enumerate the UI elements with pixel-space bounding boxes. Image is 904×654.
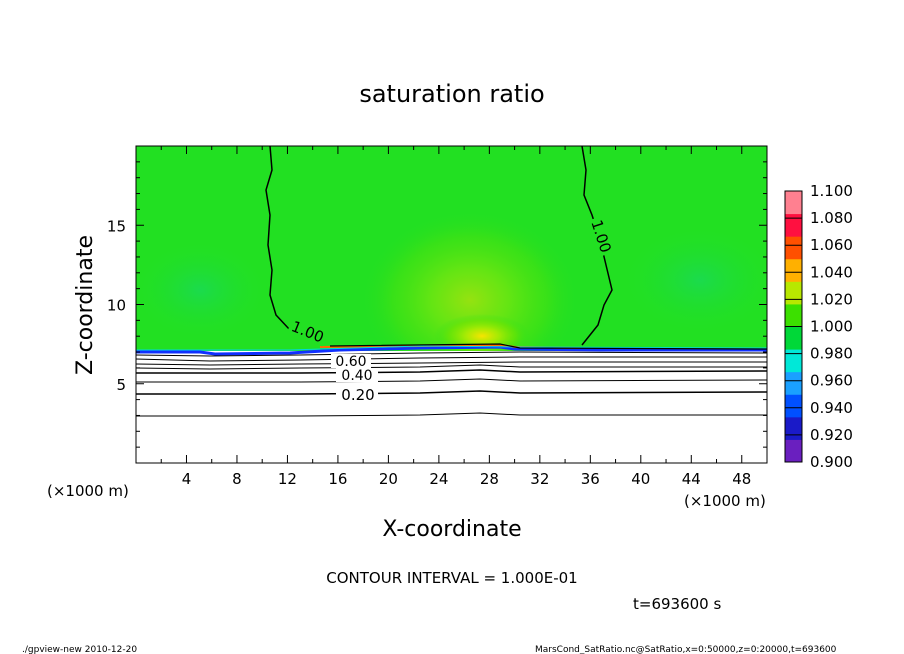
contour-near-surface [329,343,767,350]
colorbar-segment-6 [785,303,802,327]
x-tick-label-3: 16 [328,470,347,488]
colorbar-label-7: 1.040 [810,263,853,281]
colorbar: 0.900 0.920 0.940 0.960 0.980 1.000 1.020 1.040… [784,182,853,471]
contour-label-bg-5 [336,387,378,402]
colorbar-segment-2 [785,394,802,418]
x-tick-label-10: 44 [682,470,701,488]
colorbar-label-2: 0.940 [810,399,853,417]
colorbar-label-10: 1.100 [810,182,853,200]
colorbar-label-9: 1.080 [810,209,853,227]
colorbar-segment-3 [785,371,802,395]
x-unit-right: (×1000 m) [684,492,766,510]
y-tick-label-0: 5 [116,376,126,394]
y-axis-label: Z-coordinate [73,235,98,375]
footer-right: MarsCond_SatRatio.nc@SatRatio,x=0:50000,… [535,645,837,654]
chart-title: saturation ratio [359,80,544,108]
footer-left: ./gpview-new 2010-12-20 [22,645,137,654]
contour-label-4: 0.40 [341,368,372,384]
colorbar-label-6: 1.020 [810,290,853,308]
colorbar-label-4: 0.980 [810,345,853,363]
contour-label-5: 0.20 [341,386,374,404]
inversion-boundary-cyan [136,345,767,351]
x-tick-label-4: 20 [379,470,398,488]
contour-label-bg-4 [336,368,378,382]
contour-label-3: 0.60 [335,354,366,370]
x-axis-label: X-coordinate [382,517,521,542]
x-tick-label-0: 4 [182,470,192,488]
x-tick-label-11: 48 [732,470,751,488]
contour-label-bg-2 [587,215,616,257]
colorbar-label-1: 0.920 [810,426,853,444]
contour-0.2 [136,412,767,417]
colorbar-segment-5 [785,326,802,350]
contour-0.4 [136,378,767,383]
contour-0.6 [136,364,767,370]
plot-area: 1.00 1.00 0.60 0.40 0.20 [136,146,767,463]
y-axis: 5 10 15 [107,161,767,448]
dry-region [136,351,767,463]
colorbar-segment-4 [785,349,802,373]
x-tick-label-9: 40 [631,470,650,488]
x-tick-label-2: 12 [278,470,297,488]
colorbar-segment-7 [785,281,802,305]
x-axis: 4 8 12 16 20 24 28 32 36 40 44 48 [160,146,751,488]
x-tick-label-1: 8 [232,470,242,488]
colorbar-label-8: 1.060 [810,236,853,254]
colorbar-segment-1 [785,416,802,440]
colorbar-segment-9 [785,236,802,260]
colorbar-segment-0 [785,439,802,463]
y-tick-label-1: 10 [107,297,126,315]
contour-interval: CONTOUR INTERVAL = 1.000E-01 [326,569,577,587]
y-tick-label-2: 15 [107,217,126,235]
field-variation-right [620,225,767,335]
contour-label-bg-3 [331,354,371,368]
x-tick-label-5: 24 [429,470,448,488]
time-stamp: t=693600 s [633,595,721,613]
contour-1.00-left [265,146,291,331]
contour-0.3 [136,390,767,395]
colorbar-segment-11 [785,191,802,215]
contour-label-bg-1 [287,316,329,347]
colorbar-label-3: 0.960 [810,372,853,390]
contour-0.5 [136,369,767,374]
inversion-boundary-blue [136,345,767,356]
x-tick-label-6: 28 [480,470,499,488]
x-tick-label-8: 36 [581,470,600,488]
colorbar-label-5: 1.000 [810,318,853,336]
field-variation-left [136,240,270,340]
colorbar-segment-8 [785,258,802,282]
colorbar-label-0: 0.900 [810,453,853,471]
x-unit-left: (×1000 m) [47,482,129,500]
x-tick-label-7: 32 [530,470,549,488]
colorbar-segment-10 [785,213,802,237]
